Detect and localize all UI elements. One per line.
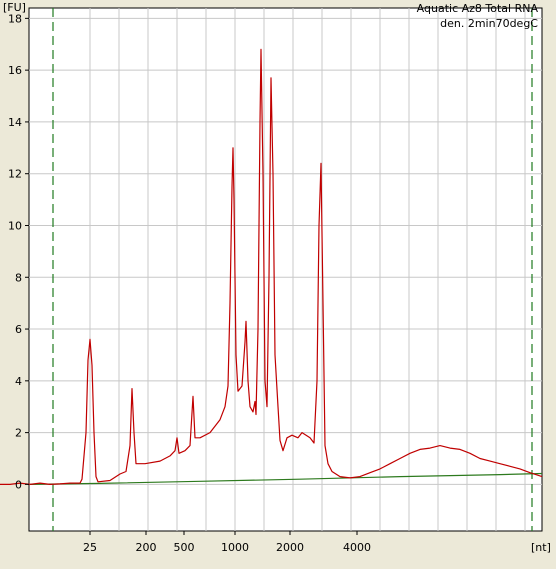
y-unit-label: [FU] bbox=[3, 1, 26, 14]
y-tick-label: 16 bbox=[8, 64, 22, 77]
signal-series-line bbox=[0, 48, 543, 485]
chart-title-line-2: den. 2min70degC bbox=[440, 17, 538, 30]
x-tick-label: 200 bbox=[136, 541, 157, 554]
y-tick-label: 14 bbox=[8, 116, 22, 129]
y-tick-label: 8 bbox=[15, 271, 22, 284]
x-unit-label: [nt] bbox=[531, 541, 551, 554]
chart-title-line-1: Aquatic Az8 Total RNA bbox=[416, 2, 538, 15]
x-tick-label: 4000 bbox=[343, 541, 371, 554]
x-tick-label: 2000 bbox=[276, 541, 304, 554]
y-tick-label: 4 bbox=[15, 375, 22, 388]
marker-lines bbox=[52, 8, 533, 531]
y-tick-label: 6 bbox=[15, 323, 22, 336]
y-tick-label: 12 bbox=[8, 168, 22, 181]
series-layer bbox=[0, 48, 543, 485]
y-tick-label: 18 bbox=[8, 12, 22, 25]
x-tick-label: 1000 bbox=[221, 541, 249, 554]
plot-area bbox=[28, 7, 543, 532]
y-tick-label: 2 bbox=[15, 427, 22, 440]
y-tick-label: 0 bbox=[15, 478, 22, 491]
baseline-series-line bbox=[29, 472, 543, 485]
x-tick-label: 500 bbox=[174, 541, 195, 554]
grid bbox=[29, 8, 542, 531]
x-tick-label: 25 bbox=[83, 541, 97, 554]
y-tick-label: 10 bbox=[8, 219, 22, 232]
axes: 0 2 4 6 8 10 12 14 16 18 25 200 500 1000 2000 4000 bbox=[8, 12, 371, 554]
